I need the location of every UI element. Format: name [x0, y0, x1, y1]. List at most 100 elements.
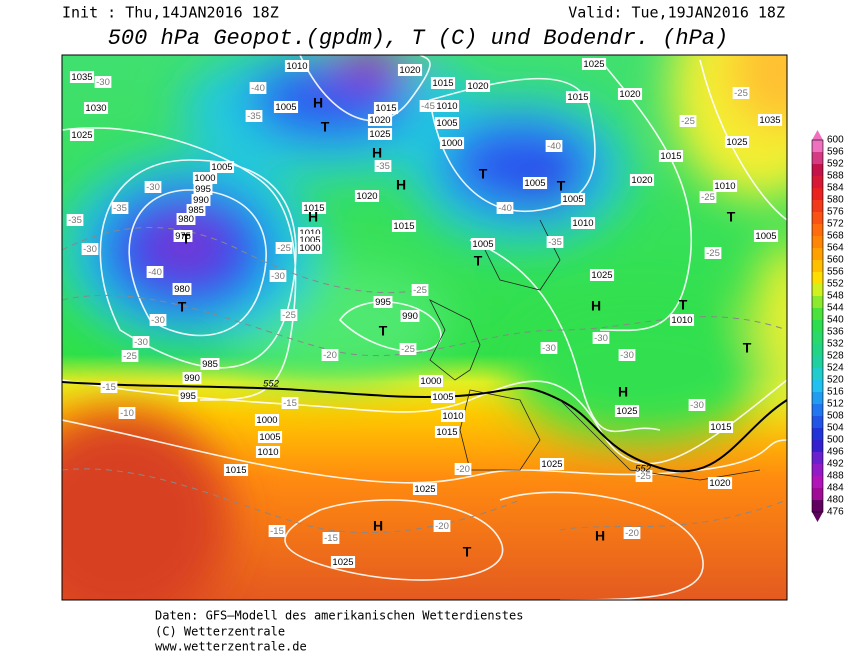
- temperature-label: -45: [421, 101, 435, 112]
- temperature-label-box: [699, 191, 717, 203]
- temperature-label-group: -30: [269, 270, 287, 282]
- temperature-label-box: [121, 350, 139, 362]
- temperature-label-box: [275, 242, 293, 254]
- pressure-center: T: [321, 119, 330, 135]
- map-title: 500 hPa Geopot.(gpdm), T (C) und Bodendr…: [108, 26, 729, 51]
- isobar-label: 1015: [432, 78, 453, 89]
- colorbar-swatch: [812, 272, 823, 285]
- temperature-label-box: [454, 463, 472, 475]
- isobar-label-box: [69, 129, 95, 141]
- colorbar-swatch: [812, 356, 823, 369]
- pressure-center: T: [178, 299, 187, 315]
- isobar-label-group: 1025: [581, 58, 607, 70]
- footer-url: www.wetterzentrale.de: [155, 640, 307, 654]
- temperature-label-box: [269, 270, 287, 282]
- colorbar-swatch: [812, 416, 823, 429]
- isobar-label-group: 1015: [565, 91, 591, 103]
- temperature-label: -25: [401, 344, 415, 355]
- colorbar-tick-label: 596: [827, 147, 844, 158]
- isobar-label-group: 995: [178, 390, 198, 402]
- pressure-center: H: [373, 518, 383, 534]
- temperature-label-group: -45: [419, 100, 437, 112]
- colorbar-tick-label: 500: [827, 435, 844, 446]
- isobar-label: 1020: [709, 478, 730, 489]
- isobar-label-box: [465, 80, 491, 92]
- temperature-label-group: -25: [280, 309, 298, 321]
- isobar-label-group: 1010: [440, 410, 466, 422]
- isobar-label: 1015: [710, 422, 731, 433]
- isobar-label-group: 1035: [69, 71, 95, 83]
- isobar-label-group: 1005: [273, 101, 299, 113]
- isobar-label-box: [173, 230, 193, 242]
- temperature-label: -20: [323, 350, 337, 361]
- footer-source: Daten: GFS–Modell des amerikanischen Wet…: [155, 609, 523, 623]
- colorbar-swatch: [812, 260, 823, 273]
- temperature-label: -30: [620, 350, 634, 361]
- temperature-label-box: [623, 527, 641, 539]
- isobar-label-group: 1015: [301, 202, 327, 214]
- isobar-label-group: 1025: [589, 269, 615, 281]
- isobar-label-group: 1000: [418, 375, 444, 387]
- isobar-label-box: [182, 372, 202, 384]
- temperature-label: -25: [637, 471, 651, 482]
- isobar-label-box: [724, 136, 750, 148]
- isobar-label-group: 1015: [658, 150, 684, 162]
- temperature-label: -20: [456, 464, 470, 475]
- temperature-label: -35: [548, 237, 562, 248]
- isobar-label-box: [581, 58, 607, 70]
- isobar-label: 1035: [759, 115, 780, 126]
- isobar-label: 1020: [399, 65, 420, 76]
- colorbar-swatch: [812, 488, 823, 501]
- colorbar-tick-label: 516: [827, 387, 844, 398]
- isobar-label-group: 975: [173, 230, 193, 242]
- isobar-label: 980: [178, 214, 194, 225]
- isobar-label: 1010: [299, 228, 320, 239]
- colorbar-tick-label: 552: [827, 279, 844, 290]
- temperature-label-group: -35: [245, 110, 263, 122]
- isobar-label-group: 1005: [560, 193, 586, 205]
- isobar-label-group: 1015: [430, 77, 456, 89]
- colorbar-swatch: [812, 440, 823, 453]
- isobar-label-box: [373, 102, 399, 114]
- colorbar-swatch: [812, 140, 823, 153]
- temperature-label-box: [245, 110, 263, 122]
- isobar-label-group: 1025: [412, 483, 438, 495]
- temperature-label-group: -25: [704, 247, 722, 259]
- colorbar-tick-label: 496: [827, 447, 844, 458]
- isobar-label: 985: [188, 205, 204, 216]
- temperature-label-group: -20: [321, 349, 339, 361]
- temperature-label: -30: [542, 343, 556, 354]
- temperature-label: -30: [146, 182, 160, 193]
- isobar-label-group: 1015: [373, 102, 399, 114]
- pressure-center: T: [557, 178, 566, 194]
- isobar-label-box: [209, 161, 235, 173]
- isobar-label-group: 995: [193, 183, 213, 195]
- isobar-label-group: 1020: [465, 80, 491, 92]
- temperature-label-box: [118, 407, 136, 419]
- isobar-label: 1015: [225, 465, 246, 476]
- isobar-label: 1025: [369, 129, 390, 140]
- temperature-label-box: [81, 243, 99, 255]
- isobar-label: 1005: [259, 432, 280, 443]
- temperature-label-group: -25: [699, 191, 717, 203]
- pressure-center: H: [308, 209, 318, 225]
- colorbar-tick-label: 564: [827, 243, 844, 254]
- temperature-label: -30: [151, 315, 165, 326]
- isobar-label-box: [284, 60, 310, 72]
- isobar-label-box: [400, 310, 420, 322]
- colorbar-tick-label: 524: [827, 363, 844, 374]
- temperature-label-box: [374, 160, 392, 172]
- isobar-label: 1015: [375, 103, 396, 114]
- isobar-label-group: 1025: [367, 128, 393, 140]
- isobar-label-box: [418, 375, 444, 387]
- colorbar-swatch: [812, 284, 823, 297]
- isobar-label: 990: [193, 195, 209, 206]
- temperature-label: -40: [251, 83, 265, 94]
- isobar-label-group: 990: [191, 194, 211, 206]
- temperature-label-box: [545, 140, 563, 152]
- temperature-label-group: -30: [618, 349, 636, 361]
- isobar-label-group: 980: [176, 213, 196, 225]
- isobar-label: 1025: [414, 484, 435, 495]
- isobar-label-box: [367, 114, 393, 126]
